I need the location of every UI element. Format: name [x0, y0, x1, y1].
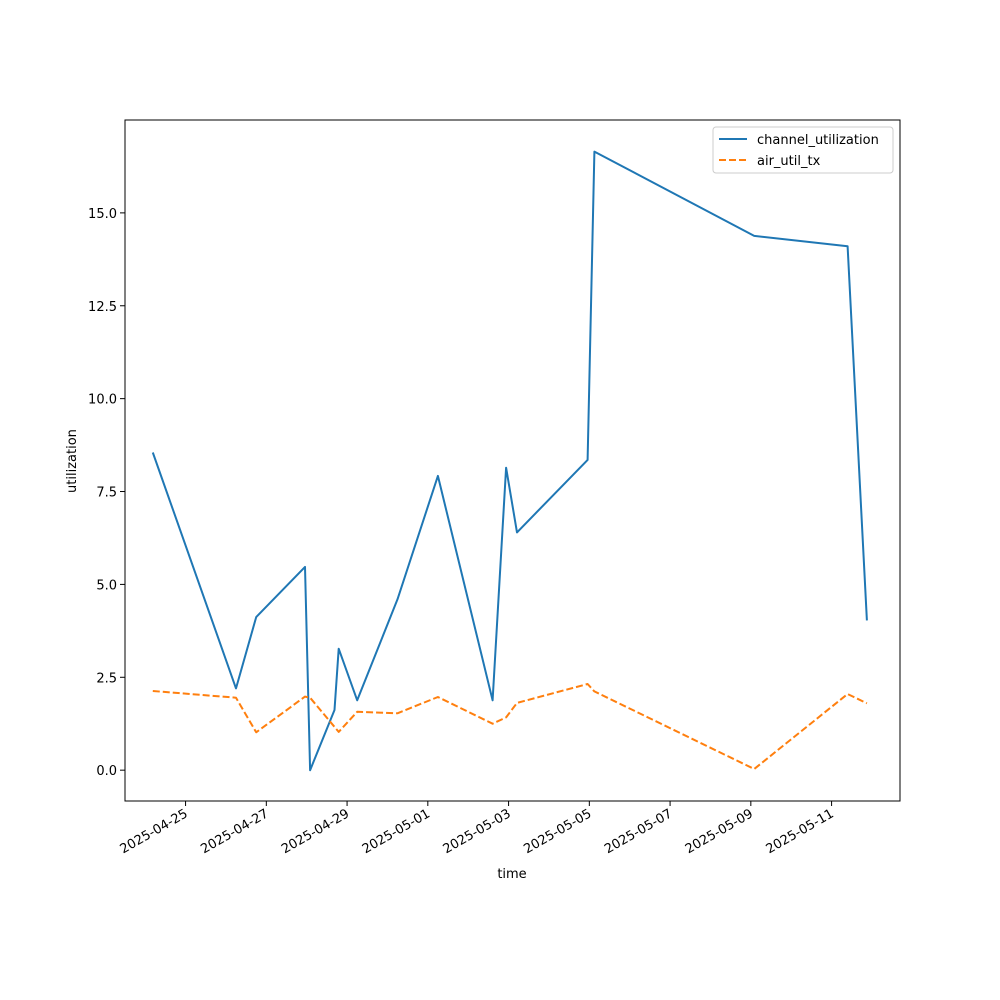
x-tick-label: 2025-04-27 — [198, 806, 271, 857]
x-tick-label: 2025-05-03 — [441, 806, 514, 857]
y-tick-label: 12.5 — [88, 300, 117, 315]
y-tick-label: 10.0 — [88, 393, 117, 408]
x-tick-label: 2025-05-01 — [360, 806, 433, 857]
y-axis: 0.0 2.5 5.0 7.5 10.0 12.5 15.0 — [88, 207, 125, 779]
y-tick-label: 2.5 — [96, 671, 117, 686]
legend-box — [712, 126, 894, 174]
plot-frame — [124, 119, 901, 802]
y-tick-label: 5.0 — [96, 578, 117, 593]
x-axis-label: time — [497, 867, 526, 882]
y-tick-label: 0.0 — [96, 764, 117, 779]
y-tick-label: 7.5 — [96, 486, 117, 501]
x-tick-label: 2025-05-07 — [602, 806, 675, 857]
x-tick-label: 2025-04-29 — [279, 806, 352, 857]
legend: channel_utilization air_util_tx — [712, 126, 894, 174]
y-axis-label: utilization — [65, 429, 80, 493]
x-tick-label: 2025-05-09 — [683, 806, 756, 857]
series-layer — [151, 150, 868, 772]
x-axis: 2025-04-25 2025-04-27 2025-04-29 2025-05-01… — [118, 801, 837, 857]
series-line-channel-utilization — [151, 150, 868, 772]
legend-label: air_util_tx — [757, 154, 821, 169]
x-tick-label: 2025-05-05 — [521, 806, 594, 857]
series-line-air-util-tx — [152, 683, 868, 770]
plot-area — [124, 119, 901, 802]
x-tick-label: 2025-05-11 — [764, 806, 837, 857]
y-tick-label: 15.0 — [88, 207, 117, 222]
legend-label: channel_utilization — [757, 133, 879, 148]
x-tick-label: 2025-04-25 — [118, 806, 191, 857]
